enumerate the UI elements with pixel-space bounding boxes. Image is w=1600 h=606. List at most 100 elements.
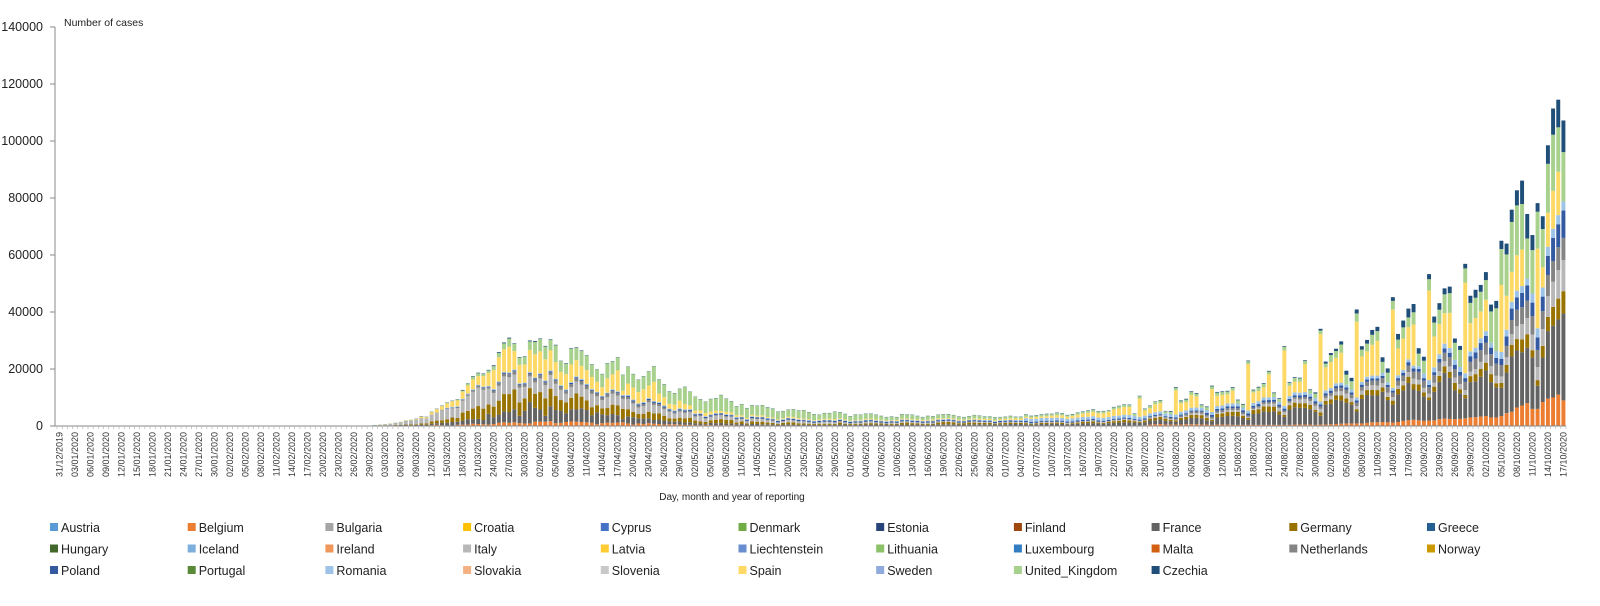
bar-segment-france	[430, 424, 434, 425]
bar-segment-united_kingdom	[988, 417, 992, 419]
bar-segment-spain	[1086, 413, 1090, 417]
bar-segment-poland	[1370, 378, 1374, 380]
bar-segment-poland	[1231, 406, 1235, 408]
x-tick-label: 12/03/2020	[427, 432, 437, 477]
bar-segment-spain	[1174, 390, 1178, 414]
legend-label: Norway	[1438, 543, 1481, 557]
bar-segment-spain	[1267, 374, 1271, 397]
bar-segment-netherlands	[1510, 320, 1514, 334]
bar-segment-italy	[1494, 376, 1498, 383]
bar-segment-spain	[1406, 327, 1410, 359]
bar-segment-italy	[394, 423, 398, 425]
bar-segment-netherlands	[1324, 396, 1328, 399]
bar-segment-poland	[797, 420, 801, 421]
bar-segment-romania	[859, 421, 863, 422]
legend-swatch	[463, 566, 471, 574]
bar-segment-czechia	[1231, 387, 1235, 388]
bar-segment-romania	[1432, 367, 1436, 372]
bar-segment-italy	[1251, 409, 1255, 410]
x-tick-label: 08/05/2020	[721, 432, 731, 477]
bar-segment-united_kingdom	[569, 349, 573, 365]
legend-item-iceland: Iceland	[188, 543, 239, 557]
bar-segment-united_kingdom	[652, 366, 656, 381]
bar-segment-germany	[848, 424, 852, 425]
x-tick-label: 08/04/2020	[566, 432, 576, 477]
bar-segment-spain	[828, 419, 832, 420]
bar-segment-france	[667, 421, 671, 424]
bar-segment-poland	[1117, 418, 1121, 419]
bar-segment-poland	[1138, 420, 1142, 421]
bar-segment-poland	[1215, 409, 1219, 411]
bar-segment-france	[585, 410, 589, 422]
bar-segment-romania	[874, 420, 878, 421]
bar-segment-germany	[1117, 421, 1121, 423]
bar-segment-poland	[864, 420, 868, 421]
bar-segment-france	[440, 423, 444, 425]
bar-segment-netherlands	[678, 410, 682, 411]
bar-segment-poland	[1324, 393, 1328, 395]
bar-segment-poland	[1019, 421, 1023, 422]
bar-segment-germany	[1019, 423, 1023, 424]
bar-segment-france	[724, 423, 728, 425]
bar-segment-czechia	[554, 345, 558, 346]
bar-segment-romania	[1272, 397, 1276, 400]
bar-segment-poland	[636, 404, 640, 405]
bar-segment-united_kingdom	[1246, 361, 1250, 364]
bar-segment-germany	[1530, 350, 1534, 357]
bar-segment-germany	[905, 423, 909, 425]
bar-segment-united_kingdom	[1437, 310, 1441, 324]
bar-segment-romania	[1065, 419, 1069, 422]
x-tick-label: 05/10/2020	[1496, 432, 1506, 477]
bar-segment-netherlands	[523, 384, 527, 387]
legend-swatch	[1427, 545, 1435, 553]
bar-segment-united_kingdom	[1303, 361, 1307, 364]
bar-segment-italy	[864, 422, 868, 423]
bar-segment-germany	[1468, 376, 1472, 382]
bar-segment-czechia	[1257, 387, 1261, 388]
bar-segment-romania	[445, 408, 449, 409]
bar-segment-france	[1272, 411, 1276, 425]
bar-segment-poland	[1468, 356, 1472, 362]
bar-segment-germany	[1112, 421, 1116, 423]
bar-segment-netherlands	[1267, 402, 1271, 404]
bar-segment-united_kingdom	[507, 339, 511, 347]
bar-segment-spain	[766, 417, 770, 418]
y-tick-label: 120000	[1, 77, 43, 91]
bar-segment-united_kingdom	[941, 414, 945, 418]
bar-segment-italy	[1112, 420, 1116, 421]
bar-segment-romania	[1226, 403, 1230, 406]
bar-segment-italy	[1014, 422, 1018, 423]
bar-segment-italy	[1319, 409, 1323, 412]
legend-label: Poland	[61, 564, 100, 578]
bar-segment-poland	[874, 421, 878, 422]
bar-segment-spain	[1432, 337, 1436, 368]
bar-segment-italy	[874, 423, 878, 424]
bar-segment-germany	[1034, 423, 1038, 424]
bar-segment-germany	[1458, 389, 1462, 393]
bar-segment-romania	[864, 420, 868, 421]
bar-segment-spain	[890, 420, 894, 421]
x-tick-label: 26/04/2020	[659, 432, 669, 477]
bar-segment-united_kingdom	[1282, 347, 1286, 351]
bar-segment-romania	[450, 407, 454, 408]
bar-segment-united_kingdom	[946, 414, 950, 418]
bar-segment-france	[580, 408, 584, 422]
bar-segment-italy	[1050, 422, 1054, 423]
bar-segment-spain	[1288, 386, 1292, 396]
bar-segment-romania	[1220, 405, 1224, 408]
bar-segment-italy	[528, 376, 532, 388]
bar-segment-germany	[735, 423, 739, 425]
bar-segment-netherlands	[1303, 397, 1307, 399]
legend-item-liechtenstein: Liechtenstein	[739, 543, 824, 557]
bar-segment-united_kingdom	[869, 414, 873, 419]
bar-segment-czechia	[1189, 391, 1193, 392]
bar-segment-romania	[1236, 403, 1240, 406]
bar-segment-spain	[931, 419, 935, 420]
bar-segment-italy	[709, 417, 713, 420]
bar-segment-czechia	[1515, 190, 1519, 205]
bar-segment-poland	[1525, 286, 1529, 301]
bar-segment-germany	[745, 423, 749, 424]
bar-segment-netherlands	[1505, 346, 1509, 357]
y-tick-label: 20000	[8, 362, 43, 376]
bar-segment-germany	[1205, 418, 1209, 420]
